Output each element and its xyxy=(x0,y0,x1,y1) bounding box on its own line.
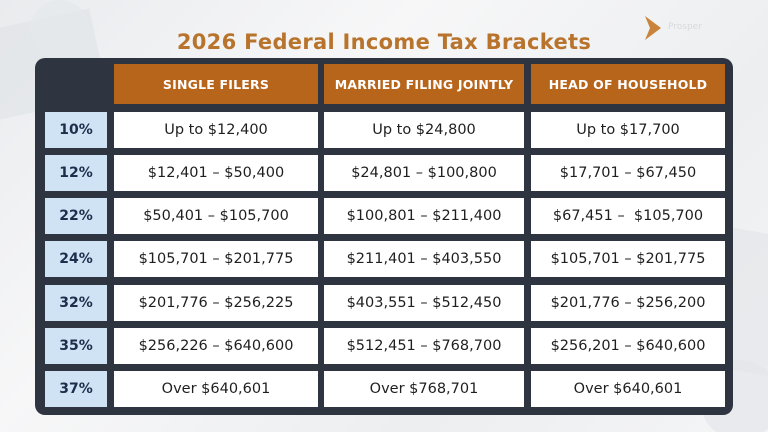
rate-cell: 22% xyxy=(45,198,107,234)
head-of-household-cell: Up to $17,700 xyxy=(531,112,725,148)
married-filing-jointly-cell: Over $768,701 xyxy=(324,371,524,407)
head-of-household-cell: $105,701 – $201,775 xyxy=(531,241,725,277)
header-head-of-household: HEAD OF HOUSEHOLD xyxy=(531,64,725,104)
rate-cell: 32% xyxy=(45,285,107,321)
logo-text: Prosper xyxy=(668,22,702,32)
single-filers-cell: Up to $12,400 xyxy=(114,112,318,148)
rate-cell: 24% xyxy=(45,241,107,277)
rate-cell: 10% xyxy=(45,112,107,148)
head-of-household-cell: Over $640,601 xyxy=(531,371,725,407)
head-of-household-cell: $201,776 – $256,200 xyxy=(531,285,725,321)
rate-cell: 12% xyxy=(45,155,107,191)
single-filers-cell: Over $640,601 xyxy=(114,371,318,407)
single-filers-cell: $105,701 – $201,775 xyxy=(114,241,318,277)
married-filing-jointly-cell: $211,401 – $403,550 xyxy=(324,241,524,277)
married-filing-jointly-cell: Up to $24,800 xyxy=(324,112,524,148)
page-title: 2026 Federal Income Tax Brackets xyxy=(176,30,592,54)
married-filing-jointly-cell: $24,801 – $100,800 xyxy=(324,155,524,191)
head-of-household-cell: $256,201 – $640,600 xyxy=(531,328,725,364)
married-filing-jointly-cell: $512,451 – $768,700 xyxy=(324,328,524,364)
logo-arrow-icon xyxy=(645,16,661,40)
single-filers-cell: $50,401 – $105,700 xyxy=(114,198,318,234)
header-single-filers: SINGLE FILERS xyxy=(114,64,318,104)
rate-cell: 35% xyxy=(45,328,107,364)
head-of-household-cell: $17,701 – $67,450 xyxy=(531,155,725,191)
header-married-filing-jointly: MARRIED FILING JOINTLY xyxy=(324,64,524,104)
head-of-household-cell: $67,451 – $105,700 xyxy=(531,198,725,234)
rate-cell: 37% xyxy=(45,371,107,407)
married-filing-jointly-cell: $100,801 – $211,400 xyxy=(324,198,524,234)
married-filing-jointly-cell: $403,551 – $512,450 xyxy=(324,285,524,321)
single-filers-cell: $12,401 – $50,400 xyxy=(114,155,318,191)
single-filers-cell: $201,776 – $256,225 xyxy=(114,285,318,321)
single-filers-cell: $256,226 – $640,600 xyxy=(114,328,318,364)
